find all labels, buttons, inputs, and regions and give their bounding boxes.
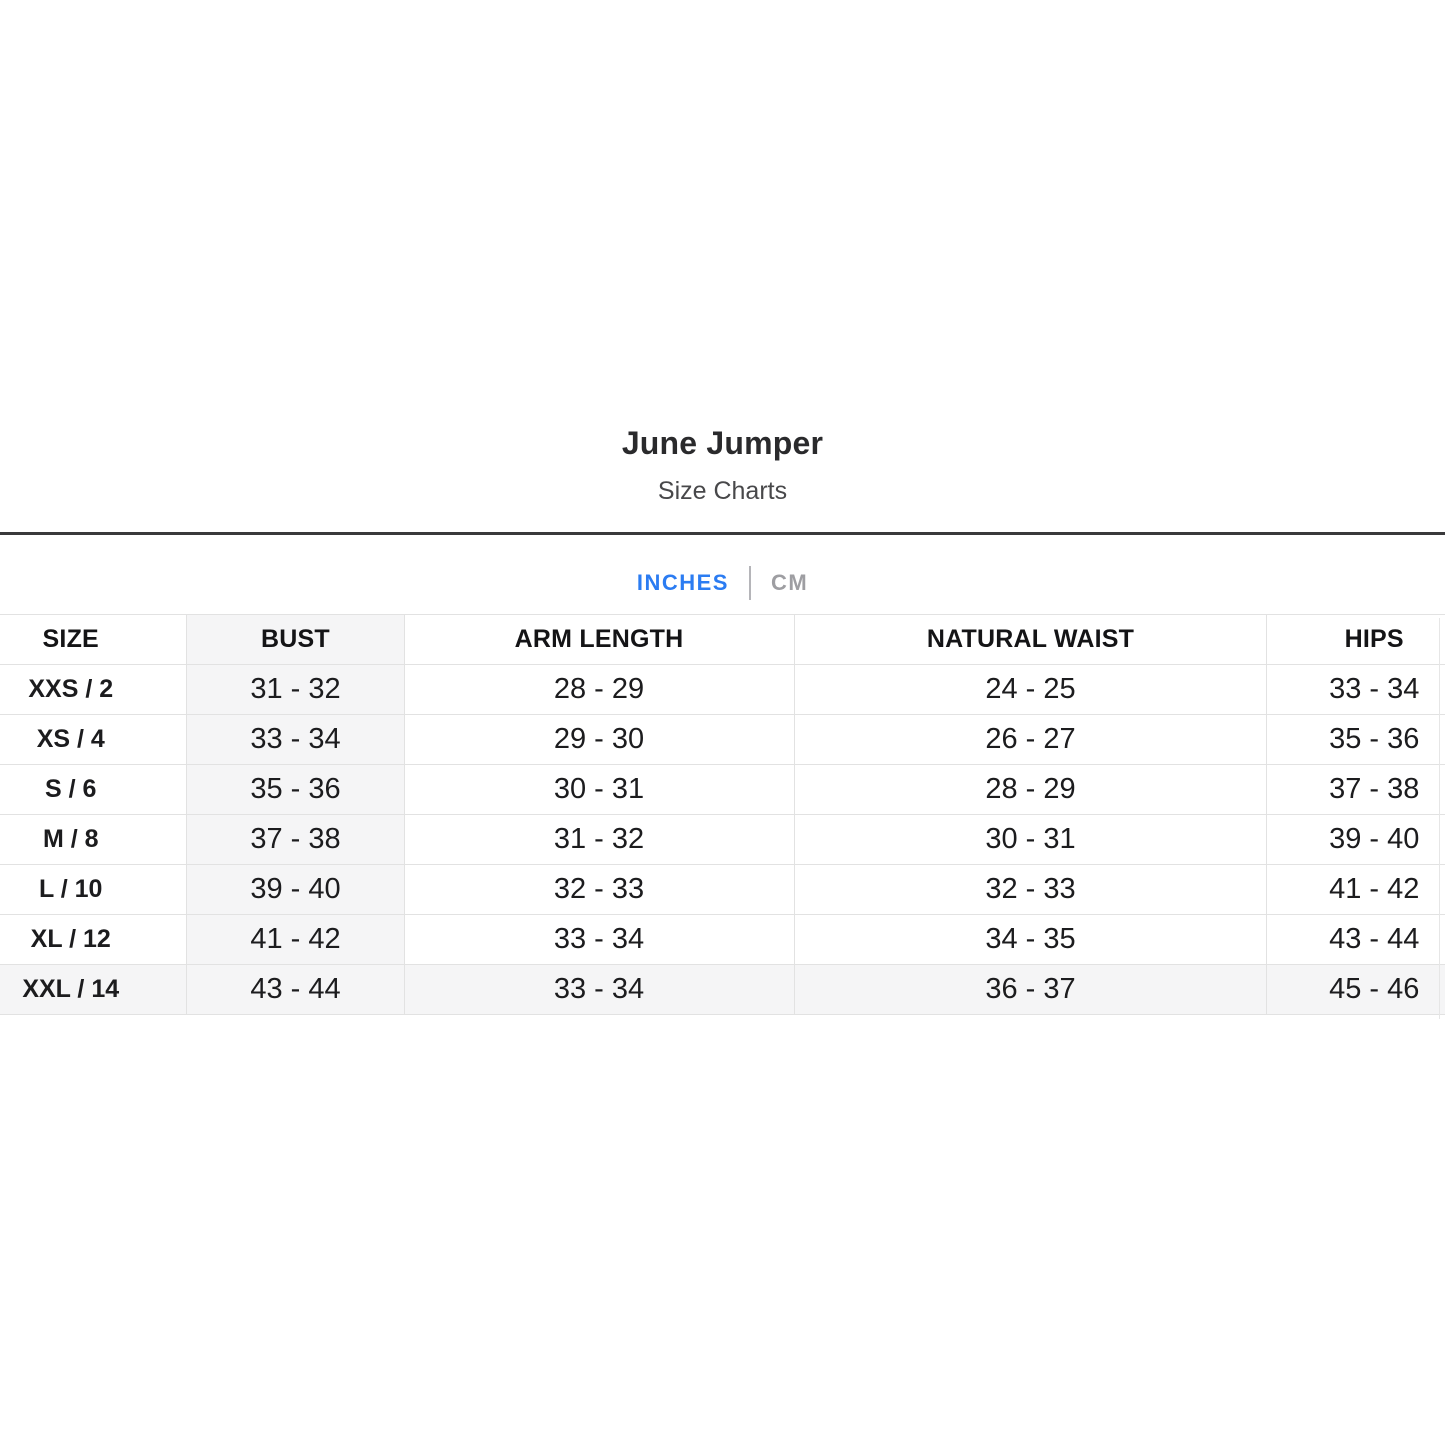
bust-cell: 39 - 40: [186, 864, 404, 915]
column-header-hips: HIPS: [1266, 614, 1445, 665]
arm-length-cell: 33 - 34: [403, 914, 794, 965]
table-row: XL / 12 41 - 42 33 - 34 34 - 35 43 - 44: [0, 914, 1445, 965]
hips-cell: 41 - 42: [1266, 864, 1445, 915]
table-row: L / 10 39 - 40 32 - 33 32 - 33 41 - 42: [0, 864, 1445, 915]
natural-waist-cell: 32 - 33: [793, 864, 1267, 915]
column-header-size: SIZE: [0, 614, 187, 665]
hips-cell: 37 - 38: [1266, 764, 1445, 815]
natural-waist-cell: 36 - 37: [793, 964, 1267, 1015]
size-cell: XL / 12: [0, 914, 187, 965]
table-right-border: [1439, 618, 1440, 1019]
table-row: XXS / 2 31 - 32 28 - 29 24 - 25 33 - 34: [0, 664, 1445, 715]
column-header-natural-waist: NATURAL WAIST: [793, 614, 1267, 665]
product-title: June Jumper: [621, 425, 824, 461]
natural-waist-cell: 30 - 31: [793, 814, 1267, 865]
bust-cell: 37 - 38: [186, 814, 404, 865]
arm-length-cell: 31 - 32: [403, 814, 794, 865]
size-cell: XS / 4: [0, 714, 187, 765]
size-cell: M / 8: [0, 814, 187, 865]
hips-cell: 39 - 40: [1266, 814, 1445, 865]
table-row-highlighted: XXL / 14 43 - 44 33 - 34 36 - 37 45 - 46: [0, 964, 1445, 1015]
tab-inches[interactable]: INCHES: [636, 570, 729, 595]
size-cell: S / 6: [0, 764, 187, 815]
hips-cell: 45 - 46: [1266, 964, 1445, 1015]
natural-waist-cell: 34 - 35: [793, 914, 1267, 965]
hips-cell: 33 - 34: [1266, 664, 1445, 715]
bust-cell: 35 - 36: [186, 764, 404, 815]
chart-subtitle: Size Charts: [657, 477, 788, 505]
arm-length-cell: 32 - 33: [403, 864, 794, 915]
arm-length-cell: 33 - 34: [403, 964, 794, 1015]
hips-cell: 35 - 36: [1266, 714, 1445, 765]
natural-waist-cell: 24 - 25: [793, 664, 1267, 715]
top-divider-rule: [0, 532, 1445, 535]
tab-cm[interactable]: CM: [770, 570, 809, 595]
arm-length-cell: 29 - 30: [403, 714, 794, 765]
table-row: XS / 4 33 - 34 29 - 30 26 - 27 35 - 36: [0, 714, 1445, 765]
arm-length-cell: 30 - 31: [403, 764, 794, 815]
size-cell: L / 10: [0, 864, 187, 915]
hips-cell: 43 - 44: [1266, 914, 1445, 965]
masthead: June Jumper Size Charts: [0, 0, 1445, 506]
natural-waist-cell: 26 - 27: [793, 714, 1267, 765]
bust-cell: 41 - 42: [186, 914, 404, 965]
table-row: S / 6 35 - 36 30 - 31 28 - 29 37 - 38: [0, 764, 1445, 815]
tab-divider: [748, 566, 751, 600]
bust-cell: 33 - 34: [186, 714, 404, 765]
arm-length-cell: 28 - 29: [403, 664, 794, 715]
natural-waist-cell: 28 - 29: [793, 764, 1267, 815]
size-chart-table: SIZE BUST ARM LENGTH NATURAL WAIST HIPS …: [0, 614, 1445, 1015]
size-cell: XXL / 14: [0, 964, 187, 1015]
bust-cell: 43 - 44: [186, 964, 404, 1015]
unit-tabs: INCHES CM: [0, 565, 1445, 601]
size-cell: XXS / 2: [0, 664, 187, 715]
column-header-bust: BUST: [186, 614, 404, 665]
column-header-arm-length: ARM LENGTH: [403, 614, 794, 665]
table-row: M / 8 37 - 38 31 - 32 30 - 31 39 - 40: [0, 814, 1445, 865]
table-header-row: SIZE BUST ARM LENGTH NATURAL WAIST HIPS: [0, 614, 1445, 665]
bust-cell: 31 - 32: [186, 664, 404, 715]
